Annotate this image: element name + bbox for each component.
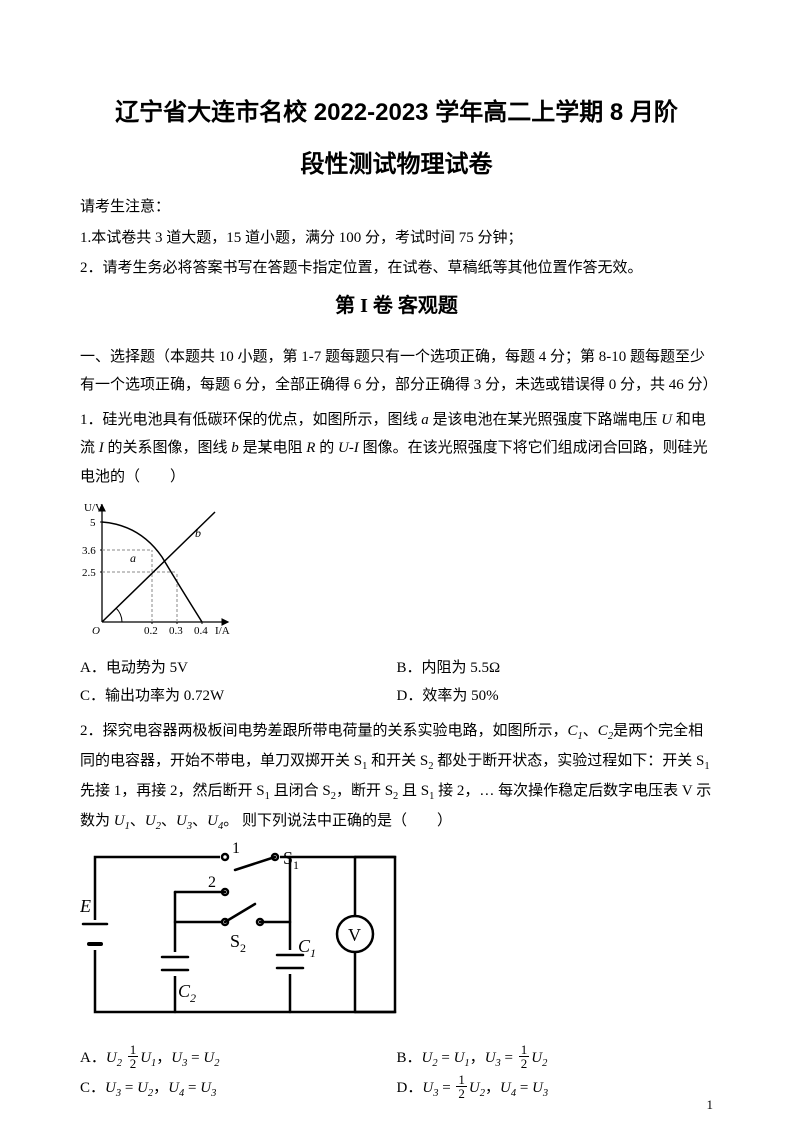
q2-options: A．U2 12U1，U3 = U2 B．U2 = U1，U3 = 12U2 C．… — [80, 1044, 713, 1104]
q1-series-b: b — [195, 526, 201, 540]
q2-b: 、 — [583, 723, 598, 739]
q1-m5: 的 — [315, 440, 338, 456]
q2-g: 且闭合 S — [270, 783, 331, 799]
q2-f: 先接 1，再接 2，然后断开 S — [80, 783, 265, 799]
q1-chart: U/V 5 3.6 2.5 0.2 0.3 0.4 I/A O a b — [80, 497, 713, 648]
q1-x04: 0.4 — [194, 625, 208, 637]
svg-text:S2: S2 — [230, 931, 246, 955]
q1-a: a — [421, 412, 429, 428]
q1-optD: D．效率为 50% — [397, 682, 714, 711]
q1-m3: 的关系图像，图线 — [104, 440, 232, 456]
q1-y5: 5 — [90, 517, 96, 529]
q1-m4: 是某电阻 — [239, 440, 307, 456]
q1-y36: 3.6 — [82, 545, 96, 557]
question-1: 1．硅光电池具有低碳环保的优点，如图所示，图线 a 是该电池在某光照强度下路端电… — [80, 406, 713, 492]
svg-text:C2: C2 — [178, 981, 196, 1005]
title-line2: 段性测试物理试卷 — [80, 142, 713, 188]
q1-ylabel: U/V — [84, 502, 103, 514]
q2-h: ，断开 S — [336, 783, 393, 799]
q2-circuit: E 1 S1 2 C2 S2 C1 V — [80, 842, 713, 1038]
section1-instructions: 一、选择题（本题共 10 小题，第 1-7 题每题只有一个选项正确，每题 4 分… — [80, 343, 713, 400]
q1-ui: U-I — [338, 440, 359, 456]
notice-header: 请考生注意： — [80, 193, 713, 222]
q1-x03: 0.3 — [169, 625, 183, 637]
svg-text:1: 1 — [232, 842, 240, 857]
q2-optA: A．U2 12U1，U3 = U2 — [80, 1044, 397, 1074]
part1-header: 第 I 卷 客观题 — [80, 287, 713, 325]
q2-a: 2．探究电容器两极板间电势差跟所带电荷量的关系实验电路，如图所示， — [80, 723, 568, 739]
q2-c1: C1 — [568, 723, 583, 739]
q2-e: 都处于断开状态，实验过程如下：开关 S — [433, 753, 704, 769]
svg-text:C1: C1 — [298, 936, 316, 960]
q1-x02: 0.2 — [144, 625, 158, 637]
q1-b: b — [231, 440, 239, 456]
q2-optB: B．U2 = U1，U3 = 12U2 — [397, 1044, 714, 1074]
q1-y25: 2.5 — [82, 567, 96, 579]
q1-text: 1．硅光电池具有低碳环保的优点，如图所示，图线 — [80, 412, 421, 428]
svg-text:2: 2 — [208, 874, 216, 891]
q2-k: 。 则下列说法中正确的是（ ） — [223, 813, 452, 829]
q1-origin: O — [92, 625, 100, 637]
q2-d: 和开关 S — [367, 753, 428, 769]
q1-series-a: a — [130, 551, 136, 565]
notice-1: 1.本试卷共 3 道大题，15 道小题，满分 100 分，考试时间 75 分钟； — [80, 224, 713, 253]
notice-2: 2．请考生务必将答案书写在答题卡指定位置，在试卷、草稿纸等其他位置作答无效。 — [80, 254, 713, 283]
q1-xlabel: I/A — [215, 625, 230, 637]
q2-optC: C．U3 = U2，U4 = U3 — [80, 1074, 397, 1104]
q2-i: 且 S — [398, 783, 429, 799]
question-2: 2．探究电容器两极板间电势差跟所带电荷量的关系实验电路，如图所示，C1、C2是两… — [80, 717, 713, 837]
q1-u: U — [661, 412, 672, 428]
title-line1: 辽宁省大连市名校 2022-2023 学年高二上学期 8 月阶 — [80, 90, 713, 136]
q1-options: A．电动势为 5V B．内阻为 5.5Ω C．输出功率为 0.72W D．效率为… — [80, 654, 713, 711]
q1-optB: B．内阻为 5.5Ω — [397, 654, 714, 683]
q1-optA: A．电动势为 5V — [80, 654, 397, 683]
q2-optD: D．U3 = 12U2，U4 = U3 — [397, 1074, 714, 1104]
svg-text:E: E — [80, 896, 91, 916]
q2-c2: C2 — [598, 723, 613, 739]
q1-m1: 是该电池在某光照强度下路端电压 — [429, 412, 662, 428]
page-number: 1 — [707, 1093, 714, 1118]
svg-text:V: V — [348, 925, 361, 945]
q1-optC: C．输出功率为 0.72W — [80, 682, 397, 711]
